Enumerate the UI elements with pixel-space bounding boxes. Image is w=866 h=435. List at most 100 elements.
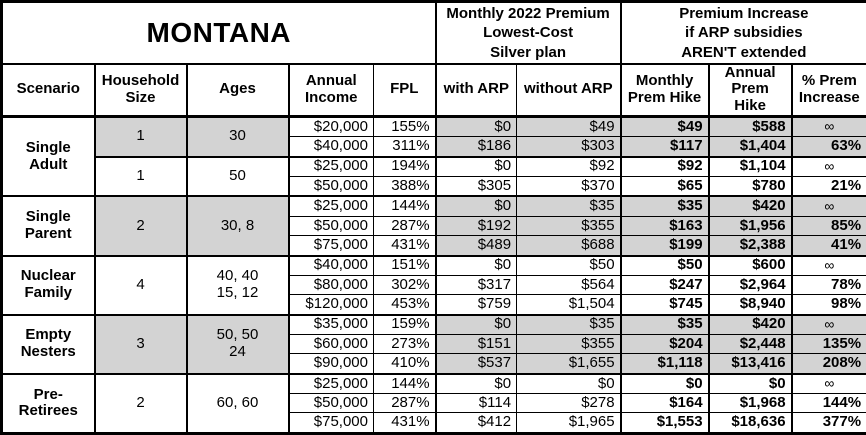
col-header-annual-prem-hike: Annual Prem Hike — [707, 63, 793, 118]
annual-hike-cell: $2,964 — [707, 274, 793, 296]
monthly-hike-cell: $35 — [619, 313, 710, 335]
annual-hike-cell: $13,416 — [707, 353, 793, 375]
without-arp-cell: $1,655 — [516, 353, 622, 375]
col-header-household-size: Household Size — [93, 63, 187, 118]
fpl-cell: 151% — [372, 254, 437, 276]
with-arp-cell: $0 — [434, 195, 518, 217]
col-header-scenario: Scenario — [1, 63, 95, 118]
monthly-hike-cell: $164 — [619, 393, 710, 414]
pct-increase-cell: ∞ — [790, 195, 866, 217]
annual-hike-cell: $1,968 — [707, 393, 793, 414]
with-arp-cell: $186 — [434, 136, 518, 158]
without-arp-cell: $278 — [516, 393, 622, 414]
table-row: $50,000 287% $192 $355 $163 $1,956 85% — [2, 215, 866, 237]
table-row: $90,000 410% $537 $1,655 $1,118 $13,416 208% — [2, 353, 866, 375]
household-size-cell: 2 — [93, 372, 187, 434]
with-arp-cell: $412 — [434, 412, 518, 434]
pct-increase-cell: 208% — [790, 353, 866, 375]
col-header-fpl: FPL — [372, 63, 437, 118]
annual-hike-cell: $2,448 — [707, 333, 793, 355]
with-arp-cell: $114 — [434, 393, 518, 414]
annual-income-cell: $40,000 — [287, 136, 374, 158]
monthly-hike-cell: $49 — [619, 115, 710, 138]
fpl-cell: 302% — [372, 274, 437, 296]
col-header-with-arp: with ARP — [434, 63, 518, 118]
annual-hike-cell: $1,956 — [707, 215, 793, 237]
annual-hike-cell: $1,404 — [707, 136, 793, 158]
household-size-cell: 3 — [93, 313, 187, 375]
monthly-hike-cell: $117 — [619, 136, 710, 158]
fpl-cell: 388% — [372, 176, 437, 197]
table-row: Empty Nesters 3 50, 50 24 $35,000 159% $0 $35 $… — [1, 313, 866, 375]
monthly-hike-cell: $1,553 — [619, 412, 710, 434]
pct-increase-cell: ∞ — [790, 313, 866, 335]
without-arp-cell: $50 — [516, 254, 622, 276]
annual-income-cell: $40,000 — [287, 254, 374, 276]
annual-hike-cell: $2,388 — [707, 235, 793, 257]
with-arp-cell: $759 — [434, 294, 518, 316]
with-arp-cell: $317 — [434, 274, 518, 296]
monthly-hike-cell: $92 — [619, 155, 710, 178]
monthly-hike-cell: $65 — [619, 176, 710, 197]
monthly-hike-cell: $745 — [619, 294, 710, 316]
table-body: Single Adult 1 30 $20,000 155% $0 $49 $49 $588 ∞ $… — [1, 115, 866, 434]
without-arp-cell: $303 — [516, 136, 622, 158]
fpl-cell: 194% — [372, 155, 437, 178]
annual-hike-cell: $420 — [707, 195, 793, 217]
without-arp-cell: $355 — [516, 215, 622, 237]
without-arp-cell: $92 — [516, 155, 622, 178]
monthly-hike-cell: $0 — [619, 372, 710, 395]
ages-cell: 60, 60 — [185, 372, 289, 434]
monthly-hike-cell: $35 — [619, 195, 710, 217]
pct-increase-cell: ∞ — [790, 372, 866, 395]
with-arp-cell: $192 — [434, 215, 518, 237]
table-row: Nuclear Family 4 40, 40 15, 12 $40,000 151% $… — [1, 254, 866, 316]
monthly-hike-cell: $50 — [619, 254, 710, 276]
monthly-hike-cell: $163 — [619, 215, 710, 237]
with-arp-cell: $0 — [434, 115, 518, 138]
fpl-cell: 453% — [372, 294, 437, 316]
fpl-cell: 287% — [372, 393, 437, 414]
table-row: Single Parent 2 30, 8 $25,000 144% $0 $35 $35 $4… — [1, 195, 866, 257]
monthly-hike-cell: $247 — [619, 274, 710, 296]
ages-cell: 50, 50 24 — [185, 313, 289, 375]
household-size-cell: 2 — [93, 195, 187, 257]
annual-income-cell: $20,000 — [287, 115, 374, 138]
premium-group-header: Monthly 2022 Premium Lowest-Cost Silver … — [434, 1, 622, 65]
fpl-cell: 273% — [372, 333, 437, 355]
annual-income-cell: $25,000 — [287, 372, 374, 395]
pct-increase-cell: ∞ — [790, 155, 866, 178]
annual-hike-cell: $780 — [707, 176, 793, 197]
header-group-row: MONTANA Monthly 2022 Premium Lowest-Cost… — [0, 1, 866, 65]
table-row: $60,000 273% $151 $355 $204 $2,448 135% — [2, 333, 866, 355]
fpl-cell: 431% — [372, 235, 437, 257]
without-arp-cell: $370 — [516, 176, 622, 197]
pct-increase-cell: 98% — [790, 294, 866, 316]
scenario-cell: Nuclear Family — [1, 254, 95, 316]
without-arp-cell: $355 — [516, 333, 622, 355]
annual-income-cell: $75,000 — [287, 412, 374, 434]
annual-income-cell: $25,000 — [287, 155, 374, 178]
table-row: $40,000 311% $186 $303 $117 $1,404 63% — [2, 136, 866, 158]
scenario-cell: Pre- Retirees — [1, 372, 95, 434]
annual-hike-cell: $588 — [707, 115, 793, 138]
fpl-cell: 144% — [372, 372, 437, 395]
scenario-cell: Empty Nesters — [1, 313, 95, 375]
annual-income-cell: $50,000 — [287, 176, 374, 197]
monthly-hike-cell: $1,118 — [619, 353, 710, 375]
monthly-hike-cell: $199 — [619, 235, 710, 257]
with-arp-cell: $537 — [434, 353, 518, 375]
pct-increase-cell: ∞ — [790, 115, 866, 138]
ages-cell: 50 — [185, 155, 289, 197]
scenario-cell: Single Adult — [1, 115, 95, 197]
household-size-cell: 1 — [93, 155, 187, 197]
table-row: Pre- Retirees 2 60, 60 $25,000 144% $0 $0 $0 $0 ∞ — [1, 372, 866, 434]
annual-income-cell: $35,000 — [287, 313, 374, 335]
with-arp-cell: $0 — [434, 372, 518, 395]
annual-hike-cell: $1,104 — [707, 155, 793, 178]
without-arp-cell: $688 — [516, 235, 622, 257]
table-row: $75,000 431% $412 $1,965 $1,553 $18,636 377% — [2, 412, 866, 434]
pct-increase-cell: 377% — [790, 412, 866, 434]
without-arp-cell: $1,504 — [516, 294, 622, 316]
fpl-cell: 287% — [372, 215, 437, 237]
